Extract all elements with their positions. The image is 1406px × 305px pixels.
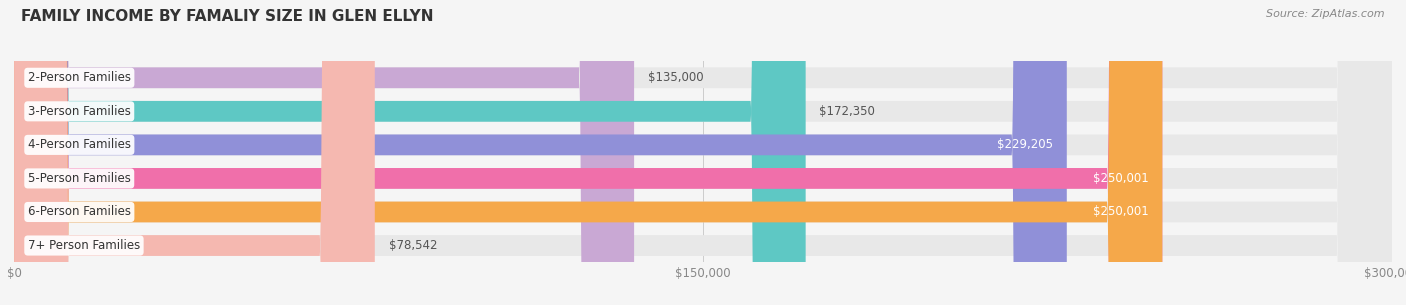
Text: $135,000: $135,000 xyxy=(648,71,703,84)
FancyBboxPatch shape xyxy=(14,0,1392,305)
FancyBboxPatch shape xyxy=(14,0,1392,305)
FancyBboxPatch shape xyxy=(14,0,1392,305)
FancyBboxPatch shape xyxy=(14,0,375,305)
Text: 7+ Person Families: 7+ Person Families xyxy=(28,239,141,252)
Text: FAMILY INCOME BY FAMALIY SIZE IN GLEN ELLYN: FAMILY INCOME BY FAMALIY SIZE IN GLEN EL… xyxy=(21,9,433,24)
Text: $250,001: $250,001 xyxy=(1092,206,1149,218)
Text: $172,350: $172,350 xyxy=(820,105,876,118)
Text: 3-Person Families: 3-Person Families xyxy=(28,105,131,118)
FancyBboxPatch shape xyxy=(14,0,1163,305)
Text: 2-Person Families: 2-Person Families xyxy=(28,71,131,84)
Text: $78,542: $78,542 xyxy=(388,239,437,252)
Text: Source: ZipAtlas.com: Source: ZipAtlas.com xyxy=(1267,9,1385,19)
FancyBboxPatch shape xyxy=(14,0,806,305)
FancyBboxPatch shape xyxy=(14,0,634,305)
Text: 4-Person Families: 4-Person Families xyxy=(28,138,131,151)
FancyBboxPatch shape xyxy=(14,0,1163,305)
FancyBboxPatch shape xyxy=(14,0,1067,305)
Text: 6-Person Families: 6-Person Families xyxy=(28,206,131,218)
FancyBboxPatch shape xyxy=(14,0,1392,305)
Text: $250,001: $250,001 xyxy=(1092,172,1149,185)
Text: $229,205: $229,205 xyxy=(997,138,1053,151)
FancyBboxPatch shape xyxy=(14,0,1392,305)
FancyBboxPatch shape xyxy=(14,0,1392,305)
Text: 5-Person Families: 5-Person Families xyxy=(28,172,131,185)
